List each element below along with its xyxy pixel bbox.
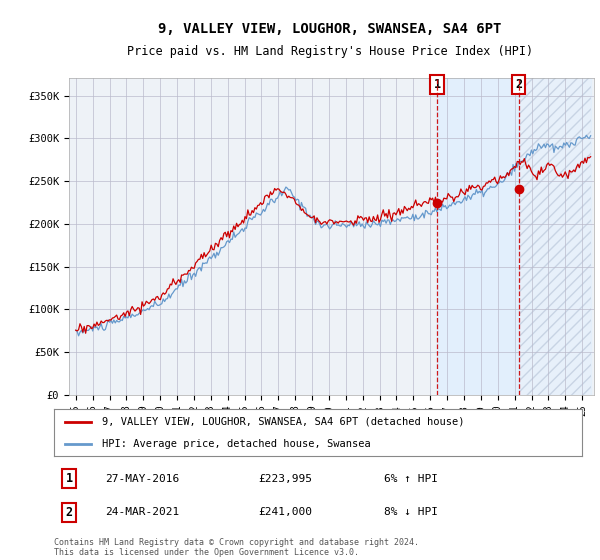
Text: 2: 2 [515, 78, 522, 91]
Bar [437, 78, 518, 395]
Text: 6% ↑ HPI: 6% ↑ HPI [384, 474, 438, 484]
Text: 9, VALLEY VIEW, LOUGHOR, SWANSEA, SA4 6PT: 9, VALLEY VIEW, LOUGHOR, SWANSEA, SA4 6P… [158, 22, 502, 36]
Text: HPI: Average price, detached house, Swansea: HPI: Average price, detached house, Swan… [101, 438, 370, 449]
Text: Contains HM Land Registry data © Crown copyright and database right 2024.
This d: Contains HM Land Registry data © Crown c… [54, 538, 419, 557]
Bar [518, 78, 590, 395]
Text: 27-MAY-2016: 27-MAY-2016 [105, 474, 179, 484]
Text: £223,995: £223,995 [258, 474, 312, 484]
Text: 1: 1 [65, 472, 73, 486]
Bar [518, 78, 590, 395]
Text: Price paid vs. HM Land Registry's House Price Index (HPI): Price paid vs. HM Land Registry's House … [127, 45, 533, 58]
Text: 1: 1 [434, 78, 441, 91]
Text: 8% ↓ HPI: 8% ↓ HPI [384, 507, 438, 517]
Text: 24-MAR-2021: 24-MAR-2021 [105, 507, 179, 517]
Text: 9, VALLEY VIEW, LOUGHOR, SWANSEA, SA4 6PT (detached house): 9, VALLEY VIEW, LOUGHOR, SWANSEA, SA4 6P… [101, 417, 464, 427]
Text: 2: 2 [65, 506, 73, 519]
Text: £241,000: £241,000 [258, 507, 312, 517]
